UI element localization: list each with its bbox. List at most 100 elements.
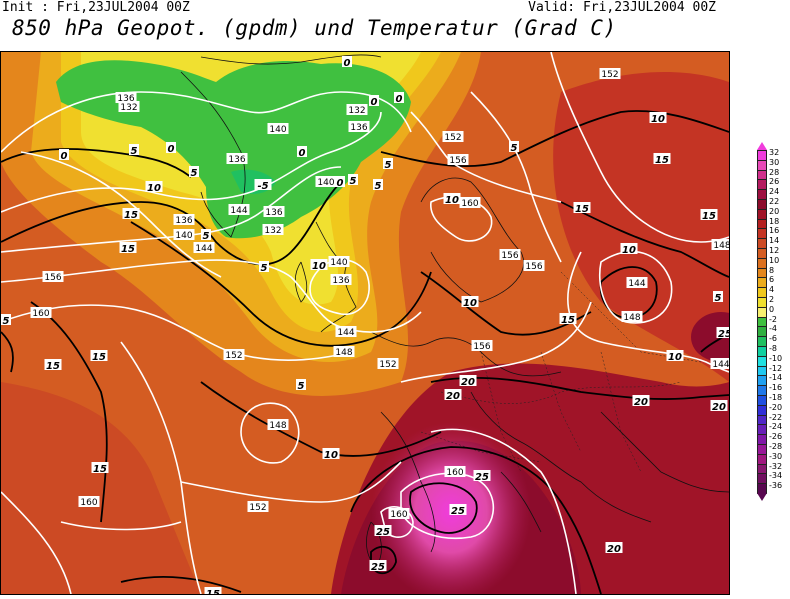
geopotential-label-text: 160 (461, 199, 478, 209)
geopotential-label-text: 136 (228, 155, 245, 165)
temperature-label-bg (310, 259, 328, 270)
geopotential-label: 132 (346, 104, 368, 116)
temperature-label: 5 (201, 229, 211, 242)
temperature-label: 15 (119, 242, 137, 255)
temperature-label-bg (444, 389, 462, 400)
geopotential-label-text: 156 (473, 342, 490, 352)
temperature-label-bg (119, 242, 137, 253)
temperature-label-bg (459, 375, 477, 386)
geopotential-label-text: 136 (350, 123, 367, 133)
legend-level-label: -6 (769, 334, 777, 344)
temperature-label: 10 (666, 350, 684, 363)
temperature-label: 10 (620, 243, 638, 256)
temperature-label-text: 15 (561, 315, 575, 326)
geopotential-label-text: 148 (335, 348, 352, 358)
temperature-label-text: 15 (121, 244, 135, 255)
geopotential-label-text: 132 (348, 106, 365, 116)
geopotential-label: 156 (523, 260, 545, 272)
temperature-label-text: 5 (511, 143, 518, 154)
geopotential-label: 140 (315, 176, 337, 188)
temp-region-subzero (56, 60, 411, 239)
temperature-label-bg (335, 176, 345, 187)
legend-level-label: 16 (769, 226, 780, 236)
temperature-label-bg (59, 149, 69, 160)
temperature-label: 5 (129, 144, 139, 157)
temperature-label-text: 0 (299, 148, 306, 159)
geopotential-label-text: 156 (525, 262, 542, 272)
geopotential-label-bg (30, 307, 52, 318)
legend-level-label: -2 (769, 314, 777, 324)
temperature-label-text: 10 (668, 352, 682, 363)
geopotential-label: 156 (42, 271, 64, 283)
legend-level-label: -12 (769, 363, 783, 373)
temperature-label-text: 5 (715, 293, 722, 304)
geopotential-label-bg (599, 68, 621, 79)
temperature-label: 5 (348, 174, 358, 187)
geopotential-label-bg (193, 242, 215, 253)
geopotential-label-text: 136 (332, 276, 349, 286)
temperature-label-text: 10 (622, 245, 636, 256)
temperature-label-bg (394, 92, 404, 103)
legend-level-label: 30 (769, 157, 780, 167)
temperature-label-bg (204, 587, 222, 594)
geopotential-label-bg (471, 340, 493, 351)
geopotential-label-text: 160 (446, 468, 463, 478)
geopotential-label-bg (447, 154, 469, 165)
temperature-label-text: 20 (712, 402, 726, 413)
temperature-label: 5 (189, 166, 199, 179)
temperature-label-bg (122, 208, 140, 219)
legend-level-label: 24 (769, 187, 780, 197)
temperature-label: 0 (166, 142, 176, 155)
geopotential-label-bg (442, 131, 464, 142)
temperature-label-bg (91, 462, 109, 473)
color-legend: 32 30 28 26 24 22 20 18 16 14 12 10 8 6 4 2 0 -2 -4 -6 -8 -10… (752, 142, 790, 512)
geopotential-label: 156 (471, 340, 493, 352)
temperature-label: 10 (443, 193, 461, 206)
legend-level-label: 8 (769, 265, 775, 275)
geopotential-label: 148 (267, 419, 289, 431)
temperature-label-bg (90, 350, 108, 361)
temperature-label-text: 15 (702, 211, 716, 222)
legend-level-label: -10 (769, 353, 783, 363)
geopotential-label: 136 (115, 92, 137, 104)
temperature-label-bg (573, 202, 591, 213)
geopotential-label-bg (377, 358, 399, 369)
geopotential-label-text: 140 (317, 178, 334, 188)
geopotential-label-bg (228, 204, 250, 215)
geopotential-label-bg (118, 101, 140, 112)
temperature-label: 0 (342, 56, 352, 69)
temperature-label-bg (201, 229, 211, 240)
temperature-label: 10 (310, 259, 328, 272)
legend-level-label: -36 (769, 481, 783, 491)
temperature-label: 20 (632, 395, 650, 408)
legend-level-label: 18 (769, 216, 780, 226)
temperature-label-text: 0 (61, 151, 68, 162)
geopotential-label-text: 144 (712, 360, 729, 370)
temperature-label-bg (632, 395, 650, 406)
geopotential-label-text: 144 (195, 244, 212, 254)
temperature-label-bg (605, 542, 623, 553)
temperature-label-bg (342, 56, 352, 67)
geopotential-label: 160 (388, 508, 410, 520)
temperature-label-text: 15 (655, 155, 669, 166)
geopotential-label-text: 148 (713, 241, 729, 251)
legend-level-label: -22 (769, 412, 783, 422)
weather-map: 136 132 140 136 132 136 140 144 136 132 136 140 144 1… (0, 51, 730, 595)
temperature-label: 15 (700, 209, 718, 222)
temperature-label-text: 10 (445, 195, 459, 206)
geopotential-label-bg (710, 358, 729, 369)
temperature-label-bg (1, 314, 11, 325)
legend-top-arrow (757, 142, 767, 150)
temperature-label-text: 20 (461, 377, 475, 388)
temperature-label-bg (297, 146, 307, 157)
geopotential-label-text: 132 (264, 226, 281, 236)
geopotential-label-bg (330, 274, 352, 285)
temperature-label-text: 0 (344, 58, 351, 69)
temperature-label: 15 (122, 208, 140, 221)
legend-level-label: -34 (769, 471, 783, 481)
geopotential-label: 160 (30, 307, 52, 319)
temperature-label-bg (461, 296, 479, 307)
temperature-label: 15 (91, 462, 109, 475)
legend-level-label: 28 (769, 167, 780, 177)
temperature-label-text: 15 (124, 210, 138, 221)
